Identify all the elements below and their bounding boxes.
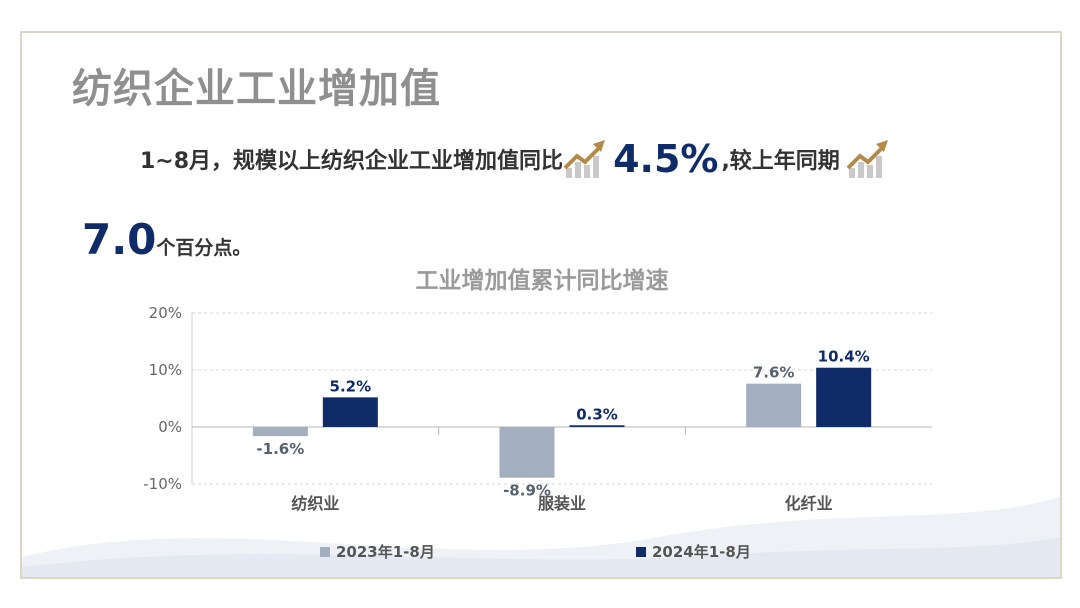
headline: 1~8月，规模以上纺织企业工业增加值同比 4.5% ,较上年同期 xyxy=(140,137,890,181)
y-tick-label: -10% xyxy=(143,475,182,493)
y-tick-label: 0% xyxy=(158,418,182,436)
headline-text-1: 1~8月，规模以上纺织企业工业增加值同比 xyxy=(140,149,564,174)
bar-2024 xyxy=(322,397,378,427)
y-tick-label: 10% xyxy=(149,361,182,379)
legend-swatch-2024 xyxy=(636,546,646,557)
data-label: -1.6% xyxy=(256,440,304,458)
data-label: 7.6% xyxy=(753,364,795,382)
data-label: 5.2% xyxy=(330,377,372,395)
category-label: 服装业 xyxy=(538,494,586,513)
chart-title: 工业增加值累计同比增速 xyxy=(415,268,669,294)
y-tick-label: 20% xyxy=(149,304,182,322)
legend-item-2023: 2023年1-8月 xyxy=(320,541,435,562)
headline2-value: 7.0 xyxy=(82,215,157,264)
data-label: 10.4% xyxy=(818,348,870,366)
legend-item-2024: 2024年1-8月 xyxy=(636,541,751,562)
legend-label-2023: 2023年1-8月 xyxy=(336,543,435,561)
bar-2023 xyxy=(252,427,308,437)
bar-2023 xyxy=(499,427,555,478)
headline2-suffix: 个百分点。 xyxy=(156,237,252,259)
legend-swatch-2023 xyxy=(320,546,330,557)
bar-2023 xyxy=(746,383,802,427)
data-label: -8.9% xyxy=(503,482,551,500)
trend-up-icon xyxy=(846,140,888,178)
trend-up-icon xyxy=(563,140,606,178)
bar-2024 xyxy=(816,367,872,427)
category-label: 纺织业 xyxy=(291,494,339,513)
headline-text-2: ,较上年同期 xyxy=(721,149,840,174)
headline-value: 4.5% xyxy=(613,137,719,181)
data-label: 0.3% xyxy=(576,405,618,423)
slide: 纺织企业工业增加值 1~8月，规模以上纺织企业工业增加值同比 4.5% ,较上年… xyxy=(20,31,1062,579)
legend-label-2024: 2024年1-8月 xyxy=(652,543,751,561)
bar-chart: -10% 0% 10% 20% -1.6% 5.2% 纺织业 -8.9% 0.3% 服装业 7.6%… xyxy=(143,304,932,513)
bar-2024 xyxy=(569,425,625,427)
headline-line-2: 7.0 个百分点。 xyxy=(82,215,251,264)
page-title: 纺织企业工业增加值 xyxy=(72,66,441,112)
category-label: 化纤业 xyxy=(785,494,833,513)
